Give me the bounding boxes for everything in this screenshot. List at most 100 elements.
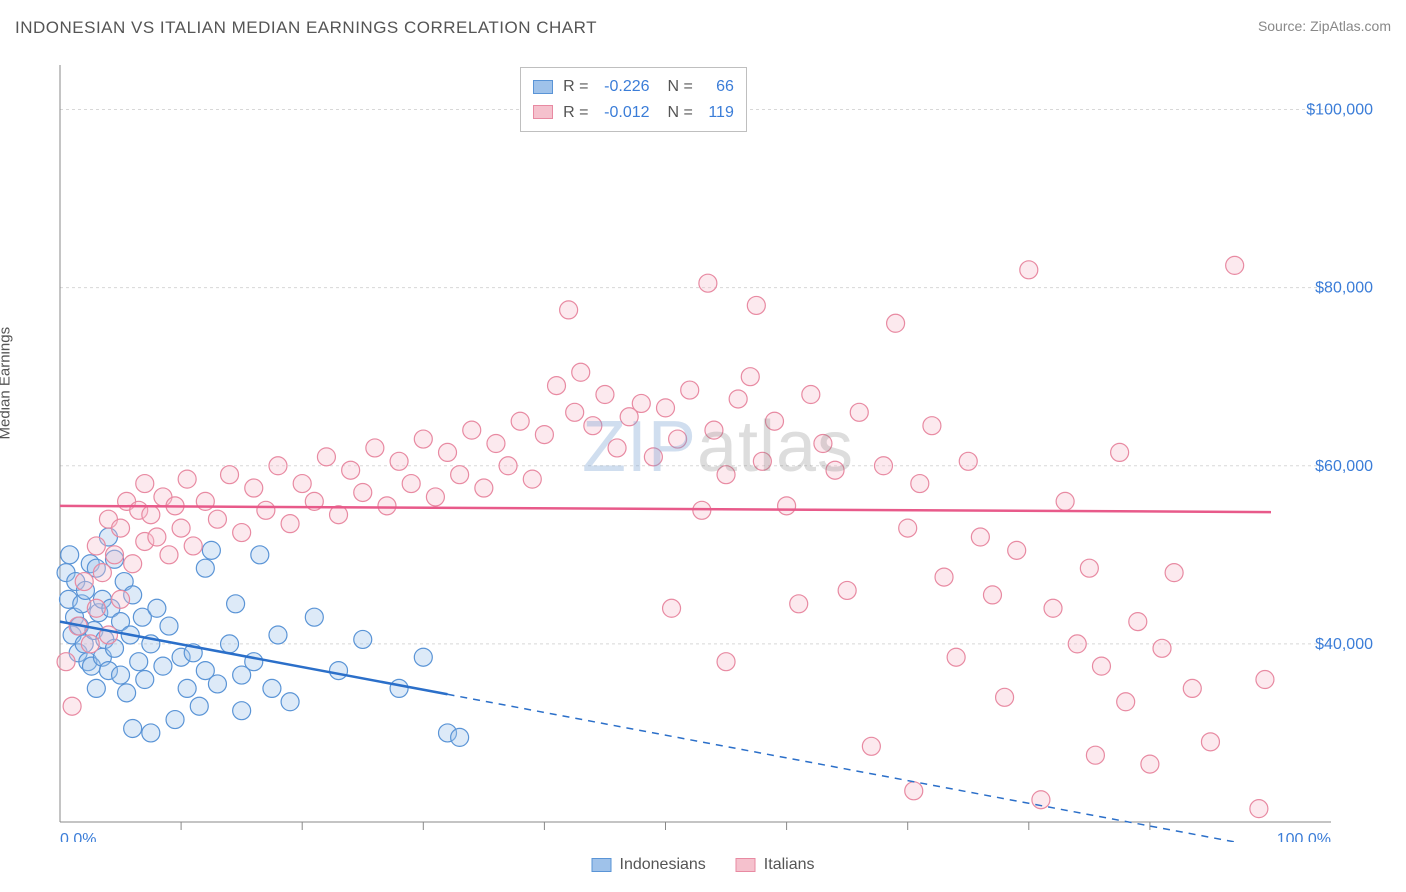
scatter-point <box>802 386 820 404</box>
scatter-point <box>499 457 517 475</box>
n-label: N = <box>668 100 693 126</box>
correlation-legend-box: R =-0.226N =66R =-0.012N =119 <box>520 67 747 132</box>
scatter-point <box>354 630 372 648</box>
x-tick-label-min: 0.0% <box>60 831 96 842</box>
scatter-point <box>729 390 747 408</box>
scatter-point <box>1080 559 1098 577</box>
scatter-point <box>227 595 245 613</box>
scatter-point <box>717 466 735 484</box>
scatter-point <box>93 564 111 582</box>
scatter-point <box>61 546 79 564</box>
scatter-point <box>790 595 808 613</box>
scatter-point <box>608 439 626 457</box>
scatter-point <box>669 430 687 448</box>
scatter-point <box>874 457 892 475</box>
scatter-point <box>354 483 372 501</box>
scatter-point <box>172 519 190 537</box>
scatter-point <box>560 301 578 319</box>
scatter-point <box>105 546 123 564</box>
scatter-point <box>1183 679 1201 697</box>
scatter-point <box>887 314 905 332</box>
scatter-point <box>463 421 481 439</box>
y-tick-label: $100,000 <box>1306 102 1373 119</box>
scatter-point <box>317 448 335 466</box>
scatter-point <box>202 541 220 559</box>
scatter-point <box>1129 613 1147 631</box>
scatter-point <box>566 403 584 421</box>
scatter-point <box>523 470 541 488</box>
scatter-point <box>1141 755 1159 773</box>
n-value: 119 <box>699 100 734 126</box>
scatter-point <box>475 479 493 497</box>
scatter-point <box>257 501 275 519</box>
scatter-point <box>1044 599 1062 617</box>
scatter-point <box>124 719 142 737</box>
scatter-point <box>184 537 202 555</box>
scatter-point <box>753 452 771 470</box>
scatter-point <box>1086 746 1104 764</box>
correlation-row: R =-0.012N =119 <box>533 100 734 126</box>
scatter-point <box>705 421 723 439</box>
r-value: -0.226 <box>595 74 650 100</box>
scatter-point <box>269 457 287 475</box>
scatter-point <box>572 363 590 381</box>
n-value: 66 <box>699 74 734 100</box>
scatter-point <box>87 537 105 555</box>
legend-swatch <box>592 858 612 872</box>
scatter-point <box>233 702 251 720</box>
scatter-point <box>1153 639 1171 657</box>
scatter-point <box>717 653 735 671</box>
scatter-point <box>983 586 1001 604</box>
scatter-point <box>548 377 566 395</box>
scatter-point <box>644 448 662 466</box>
y-tick-label: $60,000 <box>1315 458 1373 475</box>
x-tick-label-max: 100.0% <box>1277 831 1331 842</box>
scatter-point <box>1226 256 1244 274</box>
scatter-point <box>342 461 360 479</box>
scatter-point <box>281 693 299 711</box>
scatter-point <box>366 439 384 457</box>
correlation-row: R =-0.226N =66 <box>533 74 734 100</box>
scatter-point <box>154 657 172 675</box>
scatter-point <box>87 679 105 697</box>
scatter-point <box>245 653 263 671</box>
scatter-plot-svg: $40,000$60,000$80,000$100,0000.0%100.0% <box>55 60 1381 842</box>
scatter-point <box>826 461 844 479</box>
scatter-point <box>814 435 832 453</box>
scatter-point <box>378 497 396 515</box>
plot-area: $40,000$60,000$80,000$100,0000.0%100.0% … <box>55 60 1381 842</box>
scatter-point <box>439 443 457 461</box>
scatter-point <box>57 653 75 671</box>
chart-title: INDONESIAN VS ITALIAN MEDIAN EARNINGS CO… <box>15 18 597 38</box>
scatter-point <box>190 697 208 715</box>
scatter-point <box>632 394 650 412</box>
scatter-point <box>535 426 553 444</box>
series-legend: IndonesiansItalians <box>592 856 815 874</box>
scatter-point <box>251 546 269 564</box>
scatter-point <box>402 475 420 493</box>
scatter-point <box>778 497 796 515</box>
scatter-point <box>905 782 923 800</box>
scatter-point <box>487 435 505 453</box>
scatter-point <box>1056 492 1074 510</box>
scatter-point <box>75 573 93 591</box>
scatter-point <box>1008 541 1026 559</box>
scatter-point <box>862 737 880 755</box>
scatter-point <box>148 599 166 617</box>
legend-item: Italians <box>736 856 815 874</box>
scatter-point <box>596 386 614 404</box>
scatter-point <box>63 697 81 715</box>
scatter-point <box>850 403 868 421</box>
scatter-point <box>1020 261 1038 279</box>
scatter-point <box>221 466 239 484</box>
scatter-point <box>1256 671 1274 689</box>
scatter-point <box>112 590 130 608</box>
trend-line-solid <box>60 506 1271 512</box>
scatter-point <box>747 296 765 314</box>
scatter-point <box>1092 657 1110 675</box>
scatter-point <box>911 475 929 493</box>
scatter-point <box>390 452 408 470</box>
y-axis-label: Median Earnings <box>0 327 14 440</box>
scatter-point <box>81 635 99 653</box>
scatter-point <box>838 581 856 599</box>
